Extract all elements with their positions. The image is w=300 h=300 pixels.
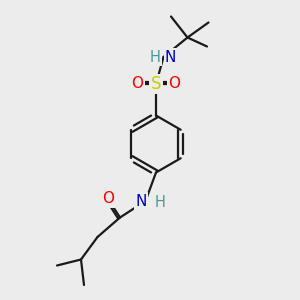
Text: O: O	[169, 76, 181, 92]
Text: H: H	[150, 50, 160, 64]
Text: O: O	[102, 191, 114, 206]
Text: H: H	[154, 195, 165, 210]
Text: N: N	[165, 50, 176, 64]
Text: S: S	[151, 75, 161, 93]
Text: N: N	[136, 194, 147, 208]
Text: O: O	[131, 76, 143, 92]
